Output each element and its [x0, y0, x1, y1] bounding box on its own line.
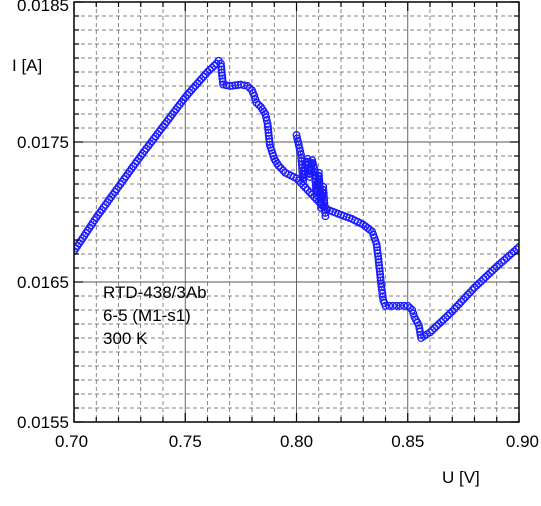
x-axis-label: U [V]: [442, 468, 480, 487]
data-point: [279, 166, 288, 175]
annotation-temperature: 300 K: [103, 329, 148, 348]
data-point: [243, 82, 252, 90]
x-tick-label: 0.80: [280, 432, 313, 451]
data-point: [468, 286, 477, 294]
series-markers: [74, 56, 519, 342]
data-point: [430, 324, 439, 333]
data-point: [461, 293, 470, 302]
data-point: [441, 313, 450, 322]
x-tick-label: 0.85: [391, 432, 424, 451]
y-tick-label: 0.0185: [17, 0, 69, 15]
data-point: [463, 290, 472, 299]
data-point: [490, 264, 499, 273]
data-point: [392, 301, 401, 310]
data-point: [486, 268, 495, 277]
data-point: [500, 256, 509, 265]
x-tick-label: 0.70: [55, 432, 88, 451]
data-point: [454, 300, 463, 309]
data-point: [388, 301, 397, 310]
data-point: [403, 301, 412, 310]
data-point: [251, 95, 260, 104]
data-point: [488, 266, 497, 275]
data-point: [276, 164, 285, 173]
data-series: [74, 56, 519, 342]
data-point: [187, 86, 196, 95]
data-point: [199, 72, 208, 81]
data-point: [181, 93, 190, 102]
data-point: [452, 302, 461, 311]
y-tick-label: 0.0175: [17, 133, 69, 152]
data-point: [193, 79, 202, 88]
data-point: [495, 260, 504, 269]
data-point: [483, 271, 492, 279]
data-point: [195, 77, 204, 86]
data-point: [443, 311, 452, 320]
data-point: [205, 65, 214, 74]
data-point: [505, 251, 514, 260]
data-point: [479, 275, 488, 284]
data-point: [406, 303, 414, 312]
data-point: [408, 306, 417, 314]
data-point: [250, 91, 259, 100]
tick-marks: [73, 1, 520, 423]
x-tick-labels: 0.70 0.75 0.80 0.85 0.90: [55, 432, 539, 451]
annotation-sample-id: RTD-438/3Ab: [103, 283, 207, 302]
y-tick-label: 0.0165: [17, 273, 69, 292]
data-point: [515, 243, 519, 251]
data-point: [470, 283, 479, 292]
data-point: [191, 81, 200, 90]
data-point: [439, 315, 448, 324]
data-point: [492, 262, 501, 271]
data-point: [502, 253, 511, 262]
data-point: [432, 322, 441, 331]
data-point: [228, 81, 237, 90]
data-point: [466, 288, 474, 297]
data-point: [381, 301, 390, 310]
data-point: [434, 320, 443, 328]
data-point: [510, 247, 519, 256]
data-point: [185, 88, 194, 97]
data-point: [183, 90, 192, 99]
data-point: [189, 84, 198, 92]
data-point: [437, 317, 446, 326]
data-point: [409, 309, 418, 318]
data-point: [446, 309, 454, 318]
data-point: [474, 279, 483, 288]
data-point: [477, 277, 486, 286]
data-point: [426, 328, 434, 337]
data-point: [512, 245, 519, 254]
data-point: [299, 181, 308, 190]
data-point: [252, 98, 261, 107]
x-tick-label: 0.75: [169, 432, 202, 451]
y-tick-label: 0.0155: [17, 413, 69, 432]
data-point: [231, 81, 240, 90]
data-point: [396, 301, 405, 310]
y-axis-label: I [A]: [12, 56, 42, 75]
x-tick-label: 0.90: [506, 432, 539, 451]
data-point: [197, 74, 206, 83]
data-point: [385, 301, 394, 310]
data-point: [457, 297, 466, 306]
data-point: [472, 281, 481, 290]
data-point: [321, 208, 330, 217]
data-point: [303, 186, 312, 195]
data-point: [481, 273, 490, 282]
data-point: [225, 82, 234, 90]
data-point: [448, 307, 457, 316]
data-point: [274, 161, 283, 170]
data-point: [201, 70, 210, 79]
data-point: [428, 326, 437, 335]
data-point: [450, 305, 459, 313]
data-point: [321, 212, 330, 221]
data-point: [208, 63, 216, 72]
grid: [74, 2, 519, 422]
y-tick-labels: 0.0155 0.0165 0.0175 0.0185: [17, 0, 69, 432]
data-point: [203, 68, 212, 76]
data-point: [459, 295, 468, 304]
annotation-device: 6-5 (M1-s1): [103, 306, 191, 325]
